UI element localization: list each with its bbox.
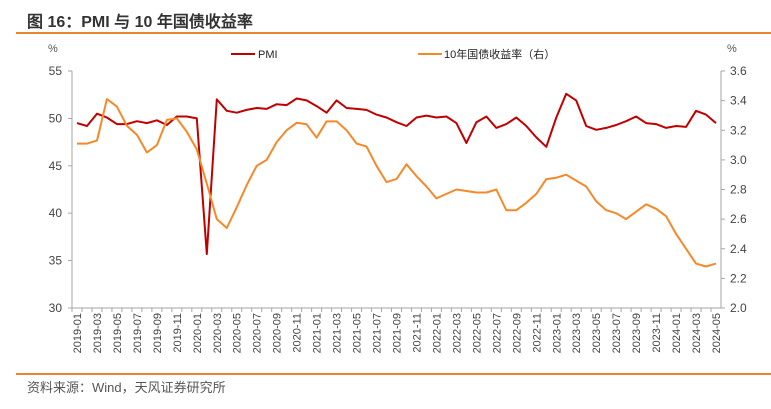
x-tick-label: 2020-01 [192, 313, 204, 353]
x-tick-label: 2024-05 [711, 313, 723, 353]
x-tick-label: 2021-01 [312, 313, 324, 353]
right-tick-label: 3.4 [730, 94, 747, 108]
x-tick-label: 2022-01 [431, 313, 443, 353]
x-tick-label: 2022-03 [451, 313, 463, 353]
x-tick-label: 2023-03 [571, 313, 583, 353]
figure-title: 图 16：PMI 与 10 年国债收益率 [27, 14, 253, 31]
right-tick-label: 2.0 [730, 301, 747, 315]
left-tick-label: 40 [49, 206, 63, 220]
right-tick-label: 2.4 [730, 242, 747, 256]
legend-label-pmi: PMI [258, 49, 278, 61]
x-tick-label: 2024-03 [691, 313, 703, 353]
x-tick-label: 2024-01 [671, 313, 683, 353]
x-tick-label: 2021-11 [411, 313, 423, 353]
left-tick-label: 30 [49, 301, 63, 315]
x-tick-label: 2022-11 [531, 313, 543, 353]
right-tick-label: 2.8 [730, 183, 747, 197]
legend: PMI 10年国债收益率（右） [231, 47, 555, 61]
left-tick-label: 35 [49, 254, 63, 268]
title-divider [16, 32, 771, 34]
x-tick-label: 2021-03 [332, 313, 344, 353]
x-tick-label: 2023-11 [651, 313, 663, 353]
x-tick-label: 2023-01 [551, 313, 563, 353]
x-tick-label: 2022-07 [491, 313, 503, 353]
x-tick-label: 2020-11 [292, 313, 304, 353]
x-tick-label: 2020-07 [252, 313, 264, 353]
right-tick-label: 3.2 [730, 123, 747, 137]
pmi-line [76, 92, 717, 255]
x-tick-label: 2019-11 [172, 313, 184, 353]
x-tick-label: 2021-09 [392, 313, 404, 353]
legend-label-yield: 10年国债收益率（右） [444, 47, 555, 61]
left-tick-label: 55 [49, 64, 63, 78]
right-tick-label: 3.0 [730, 153, 747, 167]
bond-yield-line [77, 98, 717, 268]
line-chart: % % PMI 10年国债收益率（右） 30 35 40 45 50 55 2.0 2.2 2.… [48, 43, 747, 353]
x-tick-label: 2023-05 [591, 313, 603, 353]
x-tick-label: 2021-05 [352, 313, 364, 353]
x-tick-label: 2020-05 [232, 313, 244, 353]
right-tick-label: 2.6 [730, 212, 747, 226]
x-tick-label: 2020-09 [272, 313, 284, 353]
x-tick-label: 2022-09 [511, 313, 523, 353]
x-tick-label: 2021-07 [372, 313, 384, 353]
left-axis-unit: % [48, 43, 58, 55]
source-divider [16, 373, 771, 375]
x-tick-label: 2023-09 [631, 313, 643, 353]
left-tick-label: 45 [49, 159, 63, 173]
x-tick-label: 2022-05 [471, 313, 483, 353]
x-tick-label: 2019-01 [72, 313, 84, 353]
right-axis-unit: % [727, 43, 737, 55]
left-tick-label: 50 [49, 111, 63, 125]
x-tick-label: 2019-03 [92, 313, 104, 353]
right-tick-label: 2.2 [730, 271, 747, 285]
right-tick-label: 3.6 [730, 64, 747, 78]
x-tick-label: 2019-09 [152, 313, 164, 353]
x-tick-label: 2019-07 [132, 313, 144, 353]
source-note: 资料来源：Wind，天风证券研究所 [27, 380, 226, 395]
x-tick-label: 2019-05 [112, 313, 124, 353]
x-tick-label: 2023-07 [611, 313, 623, 353]
x-tick-label: 2020-03 [212, 313, 224, 353]
